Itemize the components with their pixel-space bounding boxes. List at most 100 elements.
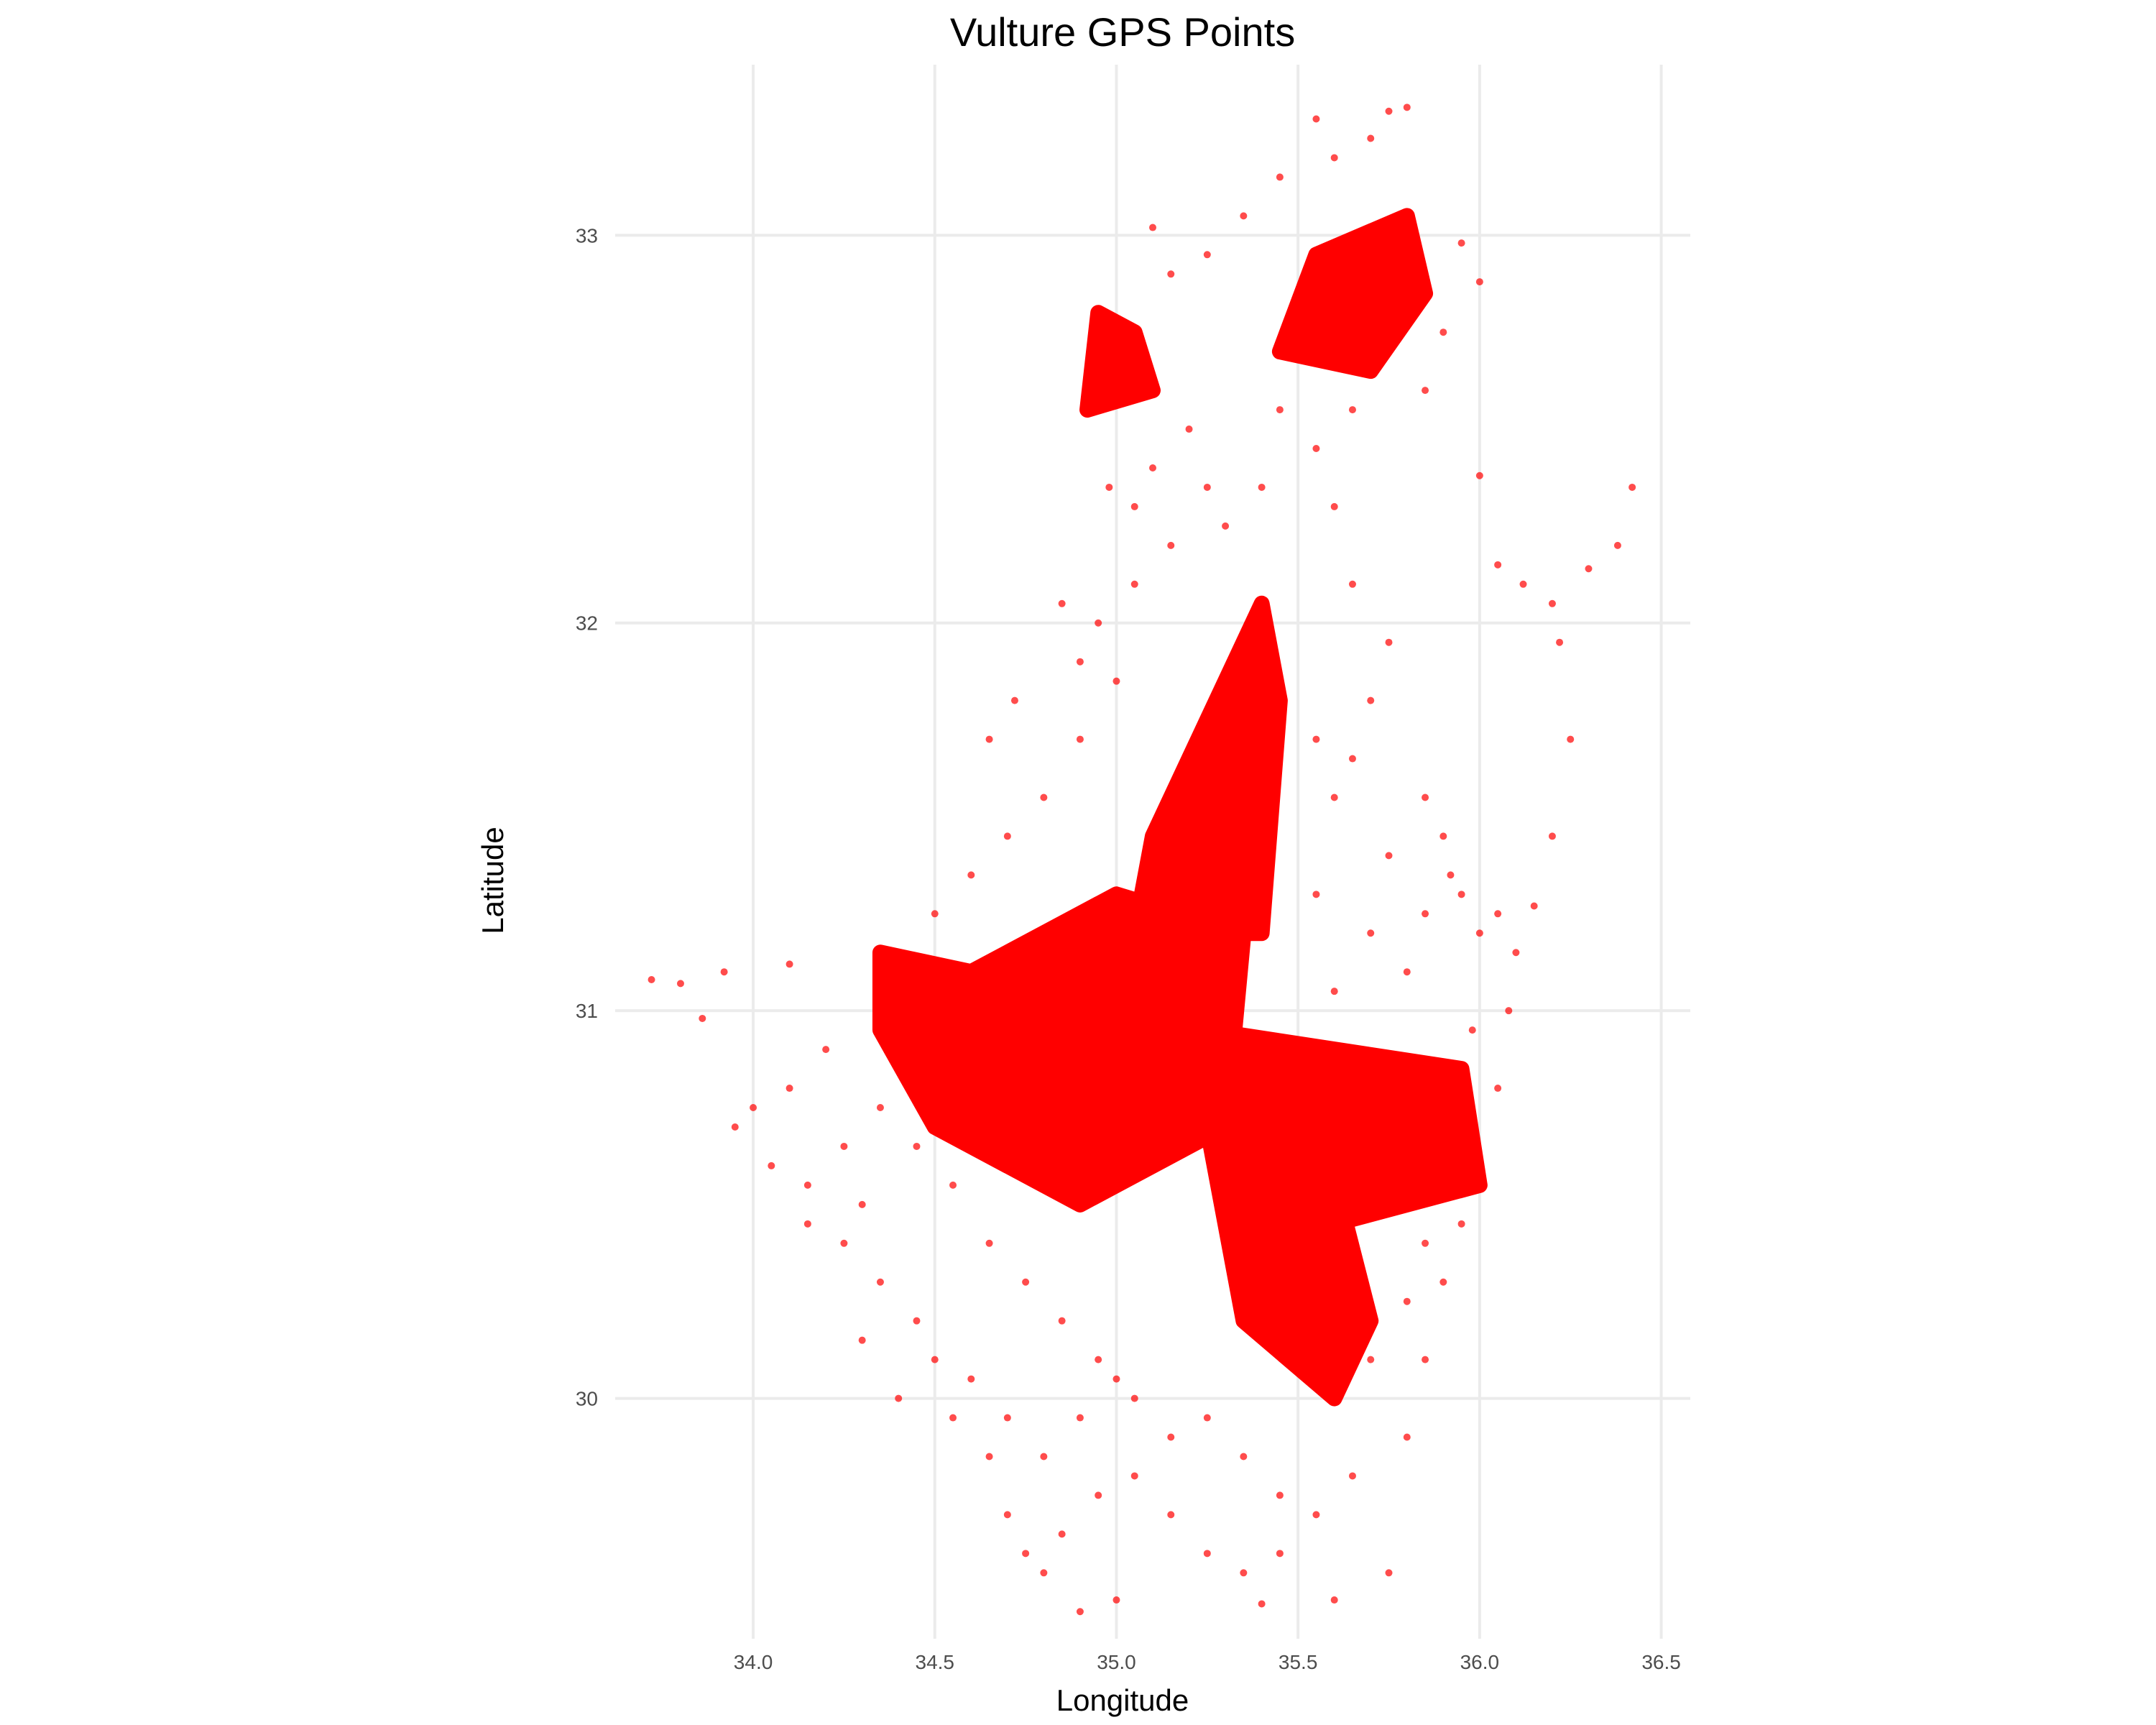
data-point [1312,891,1320,898]
data-point [1312,735,1320,743]
chart-title: Vulture GPS Points [950,9,1295,55]
data-point [1439,1278,1447,1286]
y-axis-label: Latitude [476,827,510,934]
outlier-point [1010,696,1018,704]
data-point [931,1356,939,1363]
data-point [1112,677,1120,685]
data-point [858,1200,866,1208]
data-point [1167,541,1175,549]
dense-region-northern-cluster [1079,305,1161,418]
data-points [648,104,1636,1616]
data-point [1447,871,1455,879]
data-point [1276,1491,1284,1499]
data-point [1422,387,1429,395]
data-point [876,1278,884,1286]
outlier-point [1628,483,1636,491]
data-point [803,1181,811,1189]
outlier-point [1076,1608,1084,1616]
data-point [1422,1239,1429,1247]
outlier-point [1330,1596,1338,1604]
data-point [1203,1414,1211,1422]
outlier-point [1058,599,1066,607]
data-point [1167,1511,1175,1519]
data-point [1348,580,1356,588]
data-point [1505,1007,1513,1015]
outlier-point [1585,565,1593,573]
y-tick-label: 30 [576,1388,598,1410]
data-point [985,1453,993,1460]
outlier-point [1403,104,1411,111]
outlier-point [985,735,993,743]
data-point [1130,580,1138,588]
data-point [1457,891,1465,898]
data-point [1367,134,1375,142]
data-point [1367,929,1375,937]
y-tick-label: 33 [576,224,598,247]
data-point [1494,910,1502,918]
data-point [1367,1356,1375,1363]
data-point [1240,1569,1248,1577]
outlier-point [1548,832,1556,840]
data-point [1385,638,1393,646]
data-point [1185,426,1193,433]
data-point [840,1142,848,1150]
data-point [1022,1278,1030,1286]
data-point [1348,406,1356,414]
data-point [1348,1472,1356,1480]
x-tick-label: 34.5 [916,1651,955,1673]
data-point [1022,1550,1030,1558]
data-point [858,1336,866,1344]
data-point [1203,251,1211,259]
data-point [1240,212,1248,220]
data-point [1422,794,1429,801]
data-point [1385,852,1393,860]
y-tick-label: 31 [576,1000,598,1022]
y-tick-label: 32 [576,612,598,635]
outlier-point [1312,115,1320,123]
outlier-point [1475,278,1483,286]
data-point [1276,1550,1284,1558]
data-point [1312,445,1320,453]
outlier-point [1556,638,1564,646]
data-point [1040,794,1048,801]
data-point [1330,988,1338,995]
data-point [1330,794,1338,801]
data-point [1222,522,1230,530]
data-point [1130,1472,1138,1480]
tick-labels: 34.0 34.5 35.0 35.5 36.0 36.5 30 31 32 33 [576,224,1681,1673]
outlier-point [720,968,728,976]
data-point [1240,1453,1248,1460]
outlier-point [1548,599,1556,607]
data-point [1203,1550,1211,1558]
data-point [1403,1433,1411,1441]
data-point [895,1394,903,1402]
x-tick-label: 36.0 [1460,1651,1500,1673]
data-point [1040,1453,1048,1460]
outlier-point [1475,472,1483,479]
data-point [1403,968,1411,976]
outlier-point [1494,561,1502,569]
dense-point-regions [872,208,1488,1407]
data-point [1076,1414,1084,1422]
data-point [1422,1356,1429,1363]
data-point [1276,173,1284,181]
data-point [1003,832,1011,840]
data-point [1167,1433,1175,1441]
data-point [949,1414,957,1422]
data-point [913,1317,921,1325]
data-point [967,871,975,879]
outlier-point [1457,239,1465,247]
data-point [1149,464,1156,472]
data-point [1512,949,1520,957]
data-point [1003,1511,1011,1519]
data-point [1475,929,1483,937]
data-point [1403,1297,1411,1305]
data-point [1330,154,1338,162]
dense-region-northern-ring [1271,208,1434,380]
outlier-point [1258,1600,1266,1608]
data-point [1439,328,1447,336]
data-point [1439,1162,1447,1169]
data-point [768,1162,775,1169]
data-point [1130,1394,1138,1402]
